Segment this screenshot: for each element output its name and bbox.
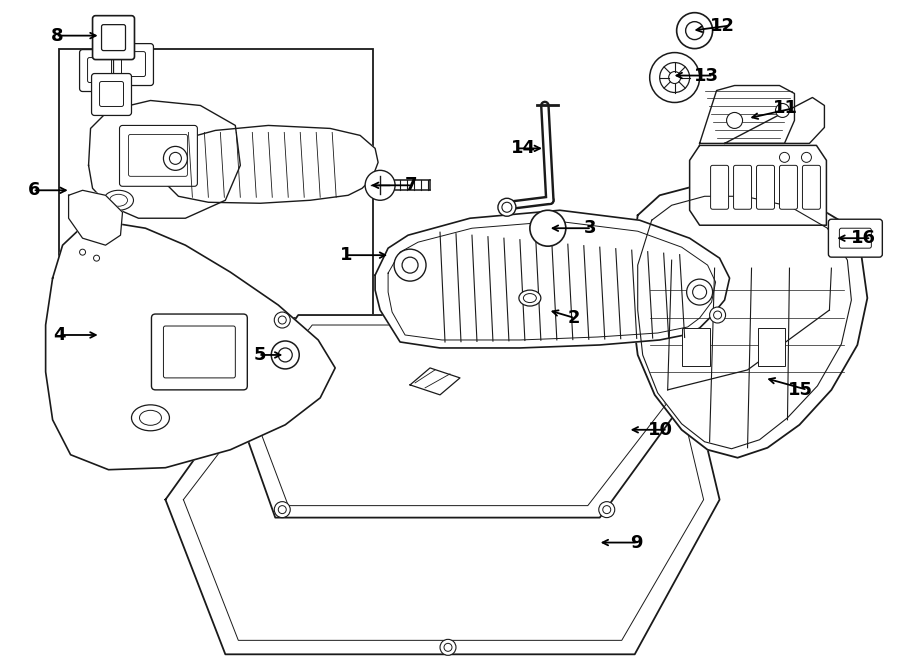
- Circle shape: [802, 153, 812, 163]
- Circle shape: [776, 104, 789, 118]
- Polygon shape: [166, 395, 720, 654]
- Text: 10: 10: [648, 421, 672, 439]
- FancyBboxPatch shape: [92, 73, 131, 116]
- FancyBboxPatch shape: [734, 165, 752, 210]
- Circle shape: [687, 279, 713, 305]
- Polygon shape: [88, 100, 240, 218]
- Circle shape: [274, 312, 290, 328]
- Text: 11: 11: [772, 99, 797, 118]
- Polygon shape: [699, 85, 795, 143]
- FancyBboxPatch shape: [803, 165, 821, 210]
- Bar: [58, 49, 374, 318]
- Circle shape: [402, 257, 418, 273]
- Text: 13: 13: [694, 67, 718, 85]
- Circle shape: [271, 341, 299, 369]
- Circle shape: [627, 312, 644, 328]
- Circle shape: [278, 348, 293, 362]
- Polygon shape: [375, 210, 730, 348]
- FancyBboxPatch shape: [87, 58, 112, 83]
- Bar: [758, 328, 786, 366]
- Circle shape: [779, 153, 789, 163]
- Circle shape: [444, 643, 452, 651]
- FancyBboxPatch shape: [164, 326, 235, 378]
- Text: 4: 4: [54, 326, 66, 344]
- FancyBboxPatch shape: [151, 314, 248, 390]
- Circle shape: [440, 639, 456, 655]
- Polygon shape: [632, 185, 868, 457]
- Text: 8: 8: [50, 26, 63, 45]
- Circle shape: [632, 316, 640, 324]
- Circle shape: [693, 285, 706, 299]
- Polygon shape: [689, 145, 826, 225]
- Text: 2: 2: [567, 309, 580, 327]
- FancyBboxPatch shape: [129, 134, 187, 176]
- Circle shape: [365, 171, 395, 200]
- Circle shape: [660, 63, 689, 93]
- FancyBboxPatch shape: [102, 24, 125, 51]
- Circle shape: [169, 153, 182, 165]
- Circle shape: [94, 255, 100, 261]
- Ellipse shape: [110, 194, 128, 206]
- Ellipse shape: [524, 293, 536, 303]
- FancyBboxPatch shape: [757, 165, 775, 210]
- Circle shape: [79, 249, 86, 255]
- Text: 15: 15: [788, 381, 813, 399]
- FancyBboxPatch shape: [120, 126, 197, 186]
- Text: 7: 7: [405, 176, 417, 194]
- Ellipse shape: [140, 410, 161, 425]
- Text: 3: 3: [584, 219, 597, 237]
- Circle shape: [669, 71, 680, 83]
- FancyBboxPatch shape: [779, 165, 797, 210]
- Circle shape: [530, 210, 566, 246]
- Circle shape: [502, 202, 512, 212]
- Ellipse shape: [519, 290, 541, 306]
- Circle shape: [394, 249, 426, 281]
- Polygon shape: [724, 97, 824, 143]
- Polygon shape: [46, 222, 335, 470]
- Polygon shape: [410, 368, 460, 395]
- Circle shape: [274, 502, 290, 518]
- Text: 12: 12: [709, 17, 734, 34]
- Circle shape: [598, 502, 615, 518]
- FancyBboxPatch shape: [100, 81, 123, 106]
- Text: 9: 9: [630, 533, 643, 551]
- Circle shape: [714, 311, 722, 319]
- Circle shape: [278, 506, 286, 514]
- Text: 1: 1: [340, 246, 353, 264]
- Polygon shape: [638, 196, 851, 449]
- FancyBboxPatch shape: [122, 52, 146, 77]
- Circle shape: [164, 146, 187, 171]
- Circle shape: [709, 307, 725, 323]
- Circle shape: [603, 506, 611, 514]
- Ellipse shape: [104, 190, 133, 210]
- FancyBboxPatch shape: [113, 44, 154, 85]
- Circle shape: [278, 316, 286, 324]
- Text: 16: 16: [851, 229, 877, 247]
- Text: 6: 6: [28, 181, 40, 200]
- Polygon shape: [235, 315, 681, 518]
- Polygon shape: [68, 190, 122, 245]
- FancyBboxPatch shape: [711, 165, 729, 210]
- Circle shape: [498, 198, 516, 216]
- FancyBboxPatch shape: [828, 219, 882, 257]
- Circle shape: [677, 13, 713, 49]
- Text: 5: 5: [253, 346, 266, 364]
- Ellipse shape: [131, 405, 169, 431]
- Polygon shape: [156, 126, 378, 204]
- FancyBboxPatch shape: [840, 228, 871, 248]
- Circle shape: [726, 112, 742, 128]
- Circle shape: [650, 53, 699, 102]
- Text: 14: 14: [511, 139, 536, 157]
- Bar: [681, 328, 709, 366]
- FancyBboxPatch shape: [93, 16, 134, 59]
- FancyBboxPatch shape: [79, 50, 120, 91]
- Circle shape: [686, 22, 704, 40]
